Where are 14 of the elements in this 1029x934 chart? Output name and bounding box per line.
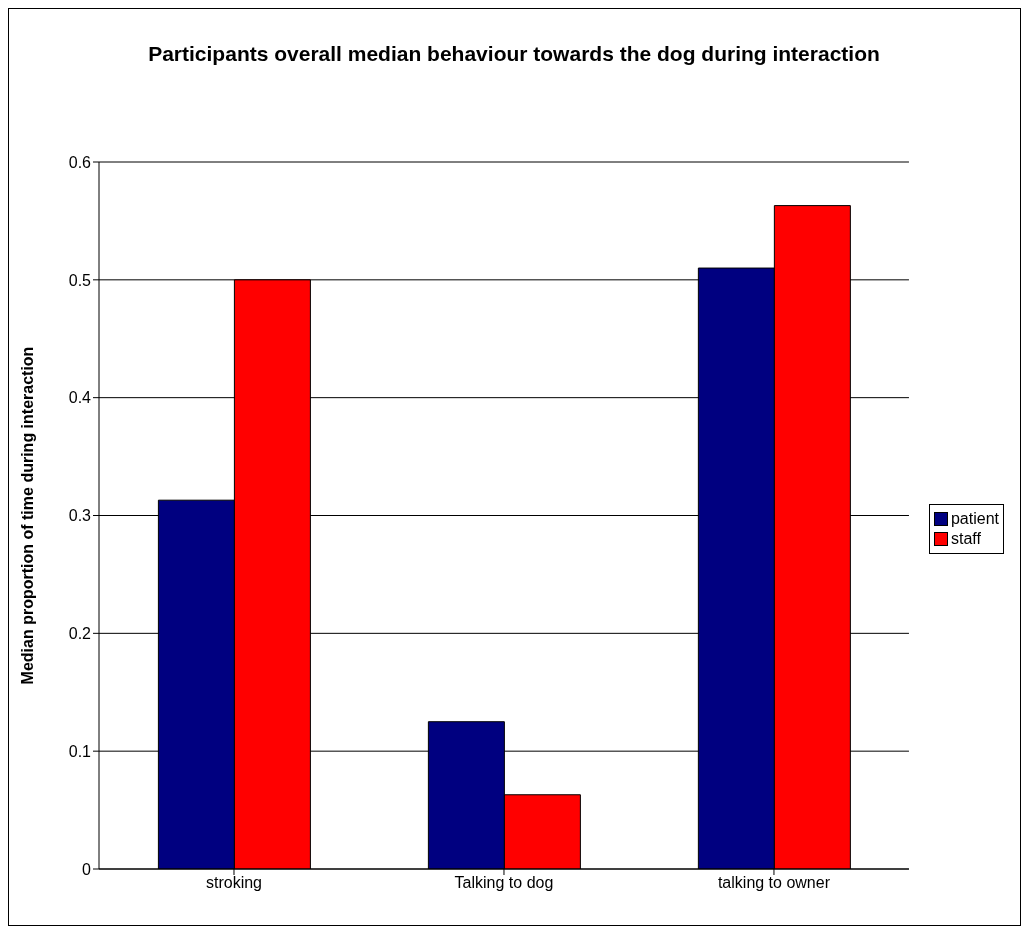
y-axis-title: Median proportion of time during interaction (18, 346, 36, 685)
legend-label: staff (950, 530, 981, 548)
y-tick-label: 0.4 (68, 389, 92, 407)
chart-title: Participants overall median behaviour towards the dog during interaction (147, 41, 881, 67)
y-tick-label: 0.1 (68, 742, 92, 760)
x-tick-label: Talking to dog (454, 874, 554, 892)
x-tick-label: stroking (205, 874, 263, 892)
x-tick-label: talking to owner (717, 874, 831, 892)
y-tick-label: 0.6 (68, 153, 92, 171)
y-tick-label: 0.5 (68, 271, 92, 289)
y-tick-label: 0.3 (68, 507, 92, 525)
legend-label: patient (950, 510, 999, 528)
y-tick-label: 0 (82, 860, 92, 878)
y-tick-label: 0.2 (68, 625, 92, 643)
